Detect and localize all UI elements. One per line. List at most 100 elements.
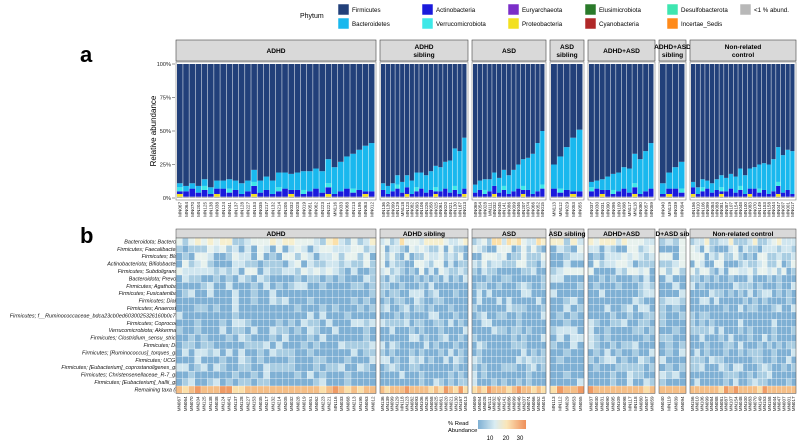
legend-swatch [337, 3, 350, 16]
heatmap-cell [540, 267, 547, 276]
heatmap-cell [549, 348, 558, 357]
heatmap-cell [599, 385, 606, 394]
heatmap-cell [658, 260, 666, 268]
bar-segment [563, 147, 570, 190]
heatmap-cell [747, 341, 753, 350]
bar-segment [300, 193, 307, 197]
bar-segment [761, 163, 767, 190]
bar-segment [428, 171, 434, 190]
heatmap-cell [486, 356, 492, 365]
heatmap-cell [556, 304, 564, 313]
bar-segment [362, 191, 369, 194]
sample-label: MN149 [757, 202, 762, 217]
heatmap-cell [526, 252, 532, 261]
bar-segment [404, 196, 410, 198]
heatmap-cell [752, 267, 758, 276]
heatmap-cell [462, 237, 469, 246]
heatmap-cell [244, 341, 252, 350]
bar-segment [288, 196, 295, 198]
heatmap-cell [672, 371, 680, 379]
bar-segment [672, 188, 679, 197]
bar-segment [695, 64, 700, 188]
heatmap-cell [250, 267, 258, 276]
bar-segment [714, 179, 719, 190]
heatmap-cell [188, 326, 195, 335]
heatmap-cell [294, 297, 302, 305]
heatmap-cell [621, 289, 628, 298]
heatmap-cell [350, 245, 358, 254]
heatmap-cell [526, 385, 532, 394]
heatmap-cell [757, 311, 763, 320]
heatmap-cell [632, 326, 639, 335]
heatmap-cell [672, 237, 680, 246]
heatmap-cell [357, 282, 364, 291]
bar-segment [452, 64, 457, 149]
heatmap-cell [257, 282, 264, 291]
heatmap-cell [225, 341, 233, 350]
heatmap-cell [665, 304, 673, 313]
heatmap-cell [471, 363, 478, 372]
heatmap-cell [531, 326, 537, 335]
sample-label: MN028 [483, 202, 488, 217]
heatmap-cell [389, 260, 395, 268]
sample-label: MN029 [565, 202, 570, 217]
bar-segment [535, 64, 540, 144]
heatmap-cell [476, 267, 483, 276]
heatmap-cell [389, 267, 395, 276]
bar-segment [724, 64, 729, 178]
heatmap-cell [771, 371, 777, 379]
heatmap-cell [689, 274, 696, 283]
heatmap-sample-label: MN046 [516, 396, 521, 411]
heatmap-cell [665, 289, 673, 298]
bar-segment [282, 196, 288, 198]
heatmap-cell [369, 311, 377, 320]
heatmap-cell [713, 289, 720, 298]
heatmap-cell [679, 326, 687, 335]
bar-segment [473, 184, 478, 193]
heatmap-cell [540, 356, 547, 365]
heatmap-cell [476, 319, 483, 328]
bar-segment [557, 192, 564, 197]
heatmap-cell [757, 371, 763, 379]
bar-segment [521, 189, 526, 194]
heatmap-cell [443, 289, 449, 298]
heatmap-cell [689, 363, 696, 372]
heatmap-cell [665, 371, 673, 379]
heatmap-sample-label: MN037 [588, 396, 593, 411]
bar-segment [535, 191, 540, 197]
heatmap-cell [414, 341, 420, 350]
heatmap-cell [175, 260, 183, 268]
heatmap-cell [344, 267, 352, 276]
heatmap-cell [549, 237, 558, 246]
bar-segment [752, 64, 757, 168]
heatmap-cell [757, 304, 763, 313]
heatmap-cell [752, 252, 758, 261]
heatmap-sample-label: MN207 [521, 396, 526, 411]
heatmap-cell [791, 385, 797, 394]
sample-label: MN167 [457, 202, 462, 217]
heatmap-cell [357, 348, 364, 357]
heatmap-cell [294, 267, 302, 276]
heatmap-cell [453, 304, 459, 313]
heatmap-cell [458, 289, 464, 298]
heatmap-cell [363, 356, 370, 365]
bar-segment [563, 196, 570, 198]
heatmap-cell [357, 274, 364, 283]
heatmap-cell [399, 237, 405, 246]
bar-segment [251, 193, 257, 197]
heatmap-cell [587, 260, 594, 268]
heatmap-cell [491, 237, 497, 246]
heatmap-cell [399, 326, 405, 335]
heatmap-cell [263, 297, 270, 305]
bar-segment [695, 196, 700, 198]
heatmap-cell [409, 348, 415, 357]
heatmap-cell [443, 252, 449, 261]
heatmap-cell [516, 289, 522, 298]
bar-segment [385, 185, 391, 194]
heatmap-cell [649, 378, 656, 387]
legend-label: Firmicutes [352, 7, 381, 14]
bar-segment [525, 189, 531, 197]
heatmap-cell [263, 260, 270, 268]
heatmap-cell [757, 363, 763, 372]
taxon-label: Firmicutes; Blautia [142, 254, 186, 260]
